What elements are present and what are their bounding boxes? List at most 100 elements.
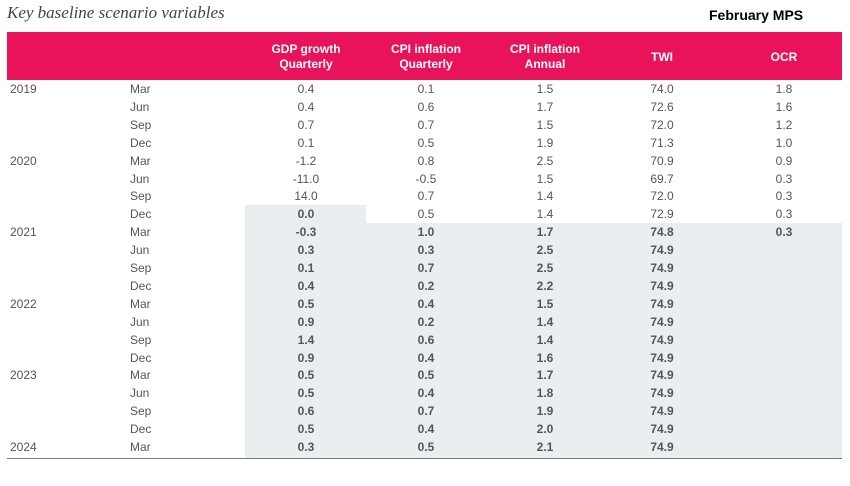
gdp-growth-cell: 14.0 bbox=[294, 189, 318, 204]
cpi-quarterly-cell: 0.1 bbox=[417, 82, 435, 96]
quarter-cell: Mar bbox=[130, 440, 151, 454]
gdp-growth-cell: -11.0 bbox=[292, 171, 320, 186]
cpi-annual-cell: 2.0 bbox=[536, 422, 554, 437]
twi-cell: 74.0 bbox=[650, 82, 674, 96]
table-row: Sep 14.0 0.7 1.4 72.0 0.3 bbox=[0, 187, 850, 205]
table-row: Sep 0.1 0.7 2.5 74.9 bbox=[0, 259, 850, 277]
gdp-growth-cell: -1.2 bbox=[295, 153, 317, 168]
cpi-quarterly-cell: 0.7 bbox=[417, 404, 435, 419]
twi-cell: 74.9 bbox=[650, 261, 674, 275]
twi-cell: 72.0 bbox=[650, 189, 674, 204]
cpi-quarterly-cell: 0.2 bbox=[417, 314, 435, 329]
cpi-annual-cell: 2.1 bbox=[536, 440, 554, 454]
twi-cell: 74.9 bbox=[650, 243, 674, 258]
quarter-cell: Dec bbox=[130, 422, 152, 437]
cpi-quarterly-cell: 0.8 bbox=[417, 153, 435, 168]
cpi-annual-cell: 1.7 bbox=[536, 99, 554, 114]
ocr-cell: 0.3 bbox=[775, 171, 793, 186]
gdp-growth-cell: 0.7 bbox=[297, 117, 315, 132]
table-row: Jun 0.3 0.3 2.5 74.9 bbox=[0, 241, 850, 259]
cpi-quarterly-cell: 0.2 bbox=[417, 278, 435, 293]
ocr-cell: 0.9 bbox=[775, 153, 793, 168]
quarter-cell: Mar bbox=[130, 368, 151, 383]
gdp-growth-cell: 0.4 bbox=[297, 278, 315, 293]
cpi-annual-cell: 1.9 bbox=[536, 135, 554, 150]
gdp-growth-cell: -0.3 bbox=[295, 225, 317, 240]
gdp-growth-cell: 0.0 bbox=[297, 207, 315, 222]
table-row: Sep 1.4 0.6 1.4 74.9 bbox=[0, 331, 850, 349]
quarter-cell: Mar bbox=[130, 82, 151, 96]
cpi-annual-cell: 1.7 bbox=[536, 225, 554, 240]
quarter-cell: Sep bbox=[130, 404, 152, 419]
quarter-cell: Sep bbox=[130, 261, 152, 275]
gdp-growth-cell: 0.5 bbox=[297, 368, 315, 383]
cpi-quarterly-cell: 0.5 bbox=[417, 135, 435, 150]
cpi-annual-cell: 1.4 bbox=[536, 207, 554, 222]
gdp-growth-cell: 0.5 bbox=[297, 422, 315, 437]
year-cell: 2019 bbox=[10, 82, 37, 96]
gdp-growth-cell: 0.4 bbox=[297, 82, 315, 96]
cpi-annual-cell: 1.4 bbox=[536, 314, 554, 329]
quarter-cell: Mar bbox=[130, 225, 151, 240]
table-row: Dec 0.9 0.4 1.6 74.9 bbox=[0, 349, 850, 367]
table-row: Dec 0.0 0.5 1.4 72.9 0.3 bbox=[0, 205, 850, 223]
gdp-growth-cell: 0.4 bbox=[297, 99, 315, 114]
ocr-cell: 0.3 bbox=[775, 189, 793, 204]
table-row: 2024 Mar 0.3 0.5 2.1 74.9 bbox=[0, 438, 850, 456]
gdp-growth-cell: 1.4 bbox=[297, 332, 315, 347]
twi-cell: 70.9 bbox=[650, 153, 674, 168]
twi-cell: 74.9 bbox=[650, 314, 674, 329]
quarter-cell: Dec bbox=[130, 278, 152, 293]
gdp-growth-cell: 0.5 bbox=[297, 296, 315, 311]
quarter-cell: Dec bbox=[130, 207, 152, 222]
cpi-quarterly-cell: 0.5 bbox=[417, 440, 435, 454]
quarter-cell: Sep bbox=[130, 332, 152, 347]
quarter-cell: Jun bbox=[130, 171, 150, 186]
ocr-cell: 1.8 bbox=[775, 82, 793, 96]
cpi-quarterly-cell: 0.4 bbox=[417, 350, 435, 365]
quarter-cell: Mar bbox=[130, 153, 151, 168]
cpi-annual-cell: 1.5 bbox=[536, 82, 554, 96]
quarter-cell: Sep bbox=[130, 189, 152, 204]
quarter-cell: Mar bbox=[130, 296, 151, 311]
table-row: 2023 Mar 0.5 0.5 1.7 74.9 bbox=[0, 366, 850, 384]
quarter-cell: Dec bbox=[130, 350, 152, 365]
table-title: Key baseline scenario variables bbox=[7, 3, 225, 22]
table-row: Dec 0.5 0.4 2.0 74.9 bbox=[0, 420, 850, 438]
header-gdp-growth: GDP growth Quarterly bbox=[271, 42, 341, 71]
header-twi: TWI bbox=[651, 50, 673, 64]
publication-label: February MPS bbox=[709, 7, 804, 23]
table-header: GDP growth Quarterly CPI inflation Quart… bbox=[7, 32, 842, 80]
cpi-annual-cell: 2.5 bbox=[536, 153, 554, 168]
cpi-quarterly-cell: 0.6 bbox=[417, 332, 435, 347]
cpi-quarterly-cell: 0.7 bbox=[417, 117, 435, 132]
gdp-growth-cell: 0.1 bbox=[297, 261, 315, 275]
cpi-annual-cell: 1.4 bbox=[536, 332, 554, 347]
year-cell: 2021 bbox=[10, 225, 37, 240]
cpi-annual-cell: 1.9 bbox=[536, 404, 554, 419]
cpi-annual-cell: 2.5 bbox=[536, 243, 554, 258]
twi-cell: 71.3 bbox=[650, 135, 674, 150]
table-row: Sep 0.6 0.7 1.9 74.9 bbox=[0, 402, 850, 420]
gdp-growth-cell: 0.1 bbox=[297, 135, 315, 150]
gdp-growth-cell: 0.3 bbox=[297, 440, 315, 454]
gdp-growth-cell: 0.9 bbox=[297, 350, 315, 365]
gdp-growth-cell: 0.9 bbox=[297, 314, 315, 329]
quarter-cell: Jun bbox=[130, 386, 150, 401]
cpi-annual-cell: 1.5 bbox=[536, 171, 554, 186]
twi-cell: 74.9 bbox=[650, 296, 674, 311]
cpi-quarterly-cell: 0.5 bbox=[417, 207, 435, 222]
table-row: 2020 Mar -1.2 0.8 2.5 70.9 0.9 bbox=[0, 152, 850, 170]
cpi-quarterly-cell: 0.4 bbox=[417, 422, 435, 437]
cpi-quarterly-cell: 0.5 bbox=[417, 368, 435, 383]
table-row: 2021 Mar -0.3 1.0 1.7 74.8 0.3 bbox=[0, 223, 850, 241]
table-row: Jun 0.4 0.6 1.7 72.6 1.6 bbox=[0, 98, 850, 116]
quarter-cell: Jun bbox=[130, 314, 150, 329]
table-row: Jun -11.0 -0.5 1.5 69.7 0.3 bbox=[0, 170, 850, 188]
bottom-rule bbox=[7, 458, 842, 459]
ocr-cell: 0.3 bbox=[775, 225, 793, 240]
cpi-annual-cell: 2.5 bbox=[536, 261, 554, 275]
quarter-cell: Dec bbox=[130, 135, 152, 150]
cpi-annual-cell: 1.6 bbox=[536, 350, 554, 365]
twi-cell: 74.9 bbox=[650, 422, 674, 437]
